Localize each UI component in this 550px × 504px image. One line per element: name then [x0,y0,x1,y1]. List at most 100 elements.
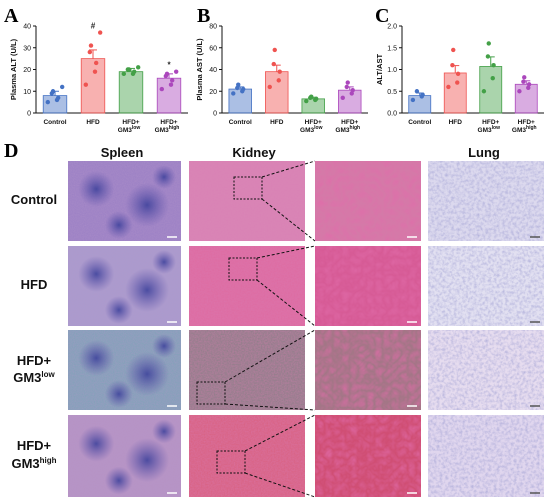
data-point [126,67,132,72]
y-tick-label: 2.0 [387,24,397,31]
data-point [490,76,495,81]
zoom-connector [261,198,316,242]
data-point [345,80,350,85]
y-tick-label: 80 [209,24,217,31]
panel-label-c: C [375,5,389,27]
y-tick-label: 30 [23,45,31,52]
data-point [59,84,65,90]
data-point [92,69,98,74]
significance-mark: # [91,22,96,31]
data-point [241,86,246,92]
bar [443,72,467,114]
data-point [159,86,165,92]
zoom-connector [244,414,316,452]
zoom-region-box [216,450,246,474]
x-category-sup: low [492,125,500,131]
x-category-label: HFD [449,119,463,126]
data-point [481,89,487,94]
x-category-label: HFD [270,119,284,126]
zoom-connector [224,329,316,383]
x-category-label: GM3low [118,125,141,134]
kidney-image [189,329,316,411]
lung-image [428,330,544,410]
zoom-connector [244,472,316,498]
y-tick-label: 1.5 [387,45,397,52]
data-point [55,95,61,100]
row-label-high-line2: GM3high [11,456,56,471]
x-category-label: HFD+ [160,119,177,126]
y-tick-label: 1.0 [387,67,397,74]
data-point [173,69,179,74]
data-point [526,82,532,87]
y-tick-label: 20 [23,67,31,74]
bar [265,71,289,114]
column-header-lung: Lung [468,145,500,160]
data-point [446,84,451,90]
y-axis-label: Plasma ALT (U/L) [9,38,18,100]
histology-grid [68,160,544,498]
data-point [485,54,491,59]
data-point [271,61,276,67]
bar [118,71,144,114]
lung-image [428,415,544,497]
kidney-image [189,414,316,498]
x-category-label: HFD [86,119,100,126]
row-label-low-gm3: GM3 [13,370,41,385]
significance-mark: * [167,61,171,70]
kidney-zoom-image [315,161,421,241]
x-category-label: GM3high [335,125,360,134]
data-point [350,87,355,93]
lung-image [428,161,544,241]
x-category-sup: high [350,125,361,131]
x-category-label: GM3low [478,125,501,134]
spleen-image [68,415,181,497]
data-point [276,78,281,83]
spleen-image [68,330,181,410]
row-label-low-line2: GM3low [13,370,55,385]
x-category-sup: high [169,125,180,131]
data-point [267,84,272,90]
data-point [309,94,314,99]
zoom-connector [256,279,316,327]
kidney-zoom-image [315,246,421,326]
x-category-gm3: GM3 [155,127,169,134]
data-point [522,75,527,80]
y-axis-label: ALT/AST [375,54,384,86]
x-category-gm3: GM3 [300,127,314,134]
data-point [486,41,491,46]
data-point [304,98,309,104]
zoom-connector [261,160,316,178]
x-category-label: HFD+ [341,119,358,126]
x-category-sup: high [526,125,537,131]
data-point [87,49,93,55]
data-point [169,78,175,83]
data-point [340,95,345,100]
data-point [97,30,103,35]
kidney-zoom-image [315,330,421,410]
data-point [50,89,56,94]
y-tick-label: 0 [213,111,217,118]
x-category-sup: low [132,125,140,131]
data-point [526,85,531,90]
data-point [344,84,349,90]
bar [42,95,68,114]
panel-label-a: A [4,5,19,27]
x-category-label: Control [229,119,252,126]
data-point [517,89,522,94]
y-tick-label: 0.5 [387,89,397,96]
data-point [131,69,137,74]
panel-label-d: D [4,140,18,162]
x-category-gm3: GM3 [512,127,526,134]
x-category-label: HFD+ [305,119,322,126]
data-point [521,79,526,84]
panel-label-b: B [197,5,210,27]
data-point [451,47,456,53]
column-header-kidney: Kidney [232,145,276,160]
spleen-image [68,246,181,326]
y-tick-label: 10 [23,89,31,96]
data-point [491,62,496,68]
